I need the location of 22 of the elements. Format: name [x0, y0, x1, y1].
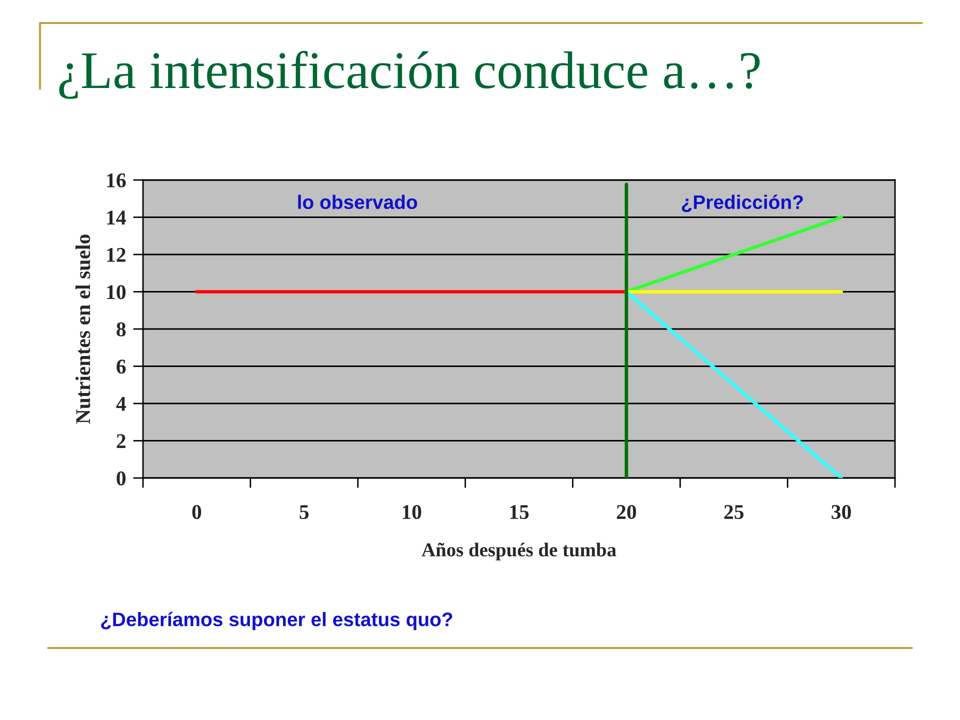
annotation: lo observado — [298, 194, 418, 210]
x-tick-label: 20 — [616, 504, 636, 520]
x-tick-label: 5 — [300, 505, 309, 520]
x-tick-label: 0 — [192, 504, 202, 520]
y-tick-label: 16 — [107, 173, 126, 188]
x-tick-label: 10 — [402, 504, 422, 520]
chart-title: ¿La intensificación conduce a…? — [59, 50, 760, 99]
y-tick-label: 14 — [107, 210, 126, 224]
text: ¿Deberíamos suponer el estatus quo? — [101, 612, 452, 630]
x-tick-label: 30 — [832, 504, 851, 520]
y-axis-title: Nutrientes en el suelo — [75, 234, 90, 424]
y-tick-label: 10 — [107, 285, 126, 300]
y-tick-label: 0 — [116, 471, 126, 486]
x-axis-title: Años después de tumba — [422, 542, 616, 560]
y-tick-label: 6 — [116, 360, 126, 374]
y-tick-label: 2 — [116, 434, 126, 448]
x-tick-label: 15 — [510, 505, 529, 520]
annotation: ¿Predicción? — [682, 194, 803, 212]
x-tick-label: 25 — [724, 505, 744, 520]
y-tick-label: 8 — [116, 322, 126, 336]
y-tick-label: 4 — [116, 397, 126, 411]
y-tick-label: 12 — [107, 248, 126, 262]
